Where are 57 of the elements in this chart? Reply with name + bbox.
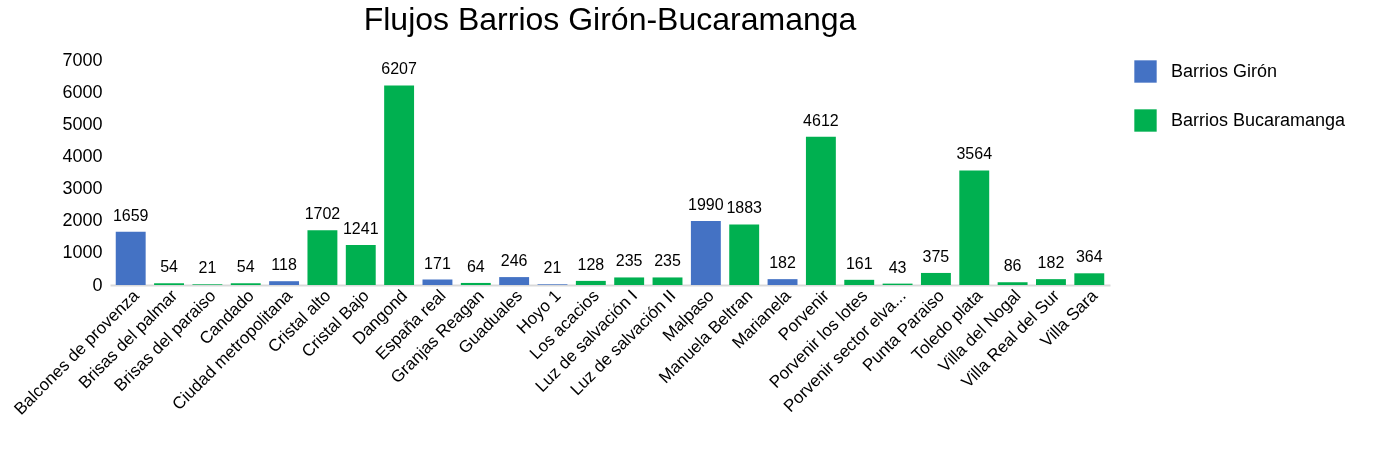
bar [499,277,530,285]
bar [1074,273,1105,285]
data-label: 1702 [304,205,341,223]
bar [614,277,645,285]
data-label: 1659 [112,206,149,224]
data-label: 235 [654,252,681,270]
data-label: 1883 [726,199,763,217]
data-label: 4612 [803,111,839,129]
bar [997,282,1028,285]
data-label: 21 [543,259,562,277]
bar [345,245,376,285]
data-label: 182 [1037,254,1065,272]
y-tick-label: 6000 [62,81,103,102]
data-label: 54 [236,258,255,276]
bar [1036,279,1066,285]
data-label: 86 [1003,257,1022,275]
data-label: 21 [198,259,217,277]
y-tick-label: 5000 [62,113,103,134]
legend-label: Barrios Girón [1171,60,1278,81]
legend-label: Barrios Bucaramanga [1171,109,1347,130]
data-label: 128 [577,255,605,273]
y-tick-label: 0 [92,274,103,295]
data-label: 246 [500,252,528,270]
data-label: 182 [769,254,796,272]
data-label: 1990 [688,196,724,214]
bar [729,224,760,285]
data-label: 364 [1075,248,1103,266]
data-label: 64 [466,257,485,275]
bar [844,279,875,285]
bar [460,282,491,285]
bar [959,170,990,285]
data-label: 54 [160,258,179,276]
y-tick-label: 7000 [62,49,103,70]
y-tick-label: 2000 [62,210,103,231]
bar [269,281,300,285]
y-tick-label: 3000 [62,178,103,199]
bar [307,230,338,285]
bar [575,280,606,285]
data-label: 43 [888,258,907,276]
data-label: 235 [615,252,643,270]
data-label: 171 [424,254,451,272]
data-label: 161 [845,254,873,272]
data-label: 375 [922,247,950,265]
data-label: 1241 [342,220,379,238]
bar [115,231,146,285]
bar [805,136,836,285]
bar [920,272,951,285]
data-label: 3564 [956,145,993,163]
bar [652,277,683,285]
data-label: 118 [271,256,297,274]
y-tick-label: 4000 [62,145,103,166]
bar [690,221,721,285]
bar [384,85,415,285]
y-tick-label: 1000 [62,242,103,263]
chart-title: Flujos Barrios Girón-Bucaramanga [363,1,857,37]
bar [767,279,798,285]
data-label: 6207 [381,60,418,78]
